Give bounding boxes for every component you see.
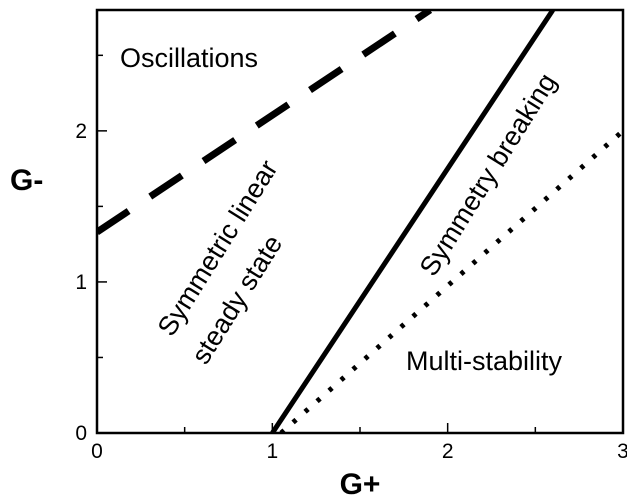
- x-tick-label: 2: [442, 440, 454, 463]
- x-tick-label: 0: [91, 440, 103, 463]
- region-label-oscillations: Oscillations: [120, 43, 258, 73]
- x-axis-label: G+: [340, 468, 381, 501]
- x-tick-label: 3: [617, 440, 627, 463]
- x-tick-label: 1: [266, 440, 278, 463]
- y-tick-label: 0: [75, 422, 87, 445]
- region-label-multistability: Multi-stability: [406, 346, 563, 376]
- y-ticks: 0 1 2: [75, 54, 107, 445]
- x-ticks: 0 1 2 3: [91, 423, 627, 463]
- y-axis-label: G-: [10, 164, 43, 197]
- y-tick-label: 1: [75, 271, 87, 294]
- symmetry-breaking-boundary-solid-line: [270, 10, 555, 433]
- oscillation-boundary-dashed-line: [97, 10, 433, 235]
- y-tick-label: 2: [75, 120, 87, 143]
- region-label-symmetry-breaking: Symmetry breaking: [414, 68, 563, 281]
- multistability-boundary-dotted-line: [279, 128, 623, 433]
